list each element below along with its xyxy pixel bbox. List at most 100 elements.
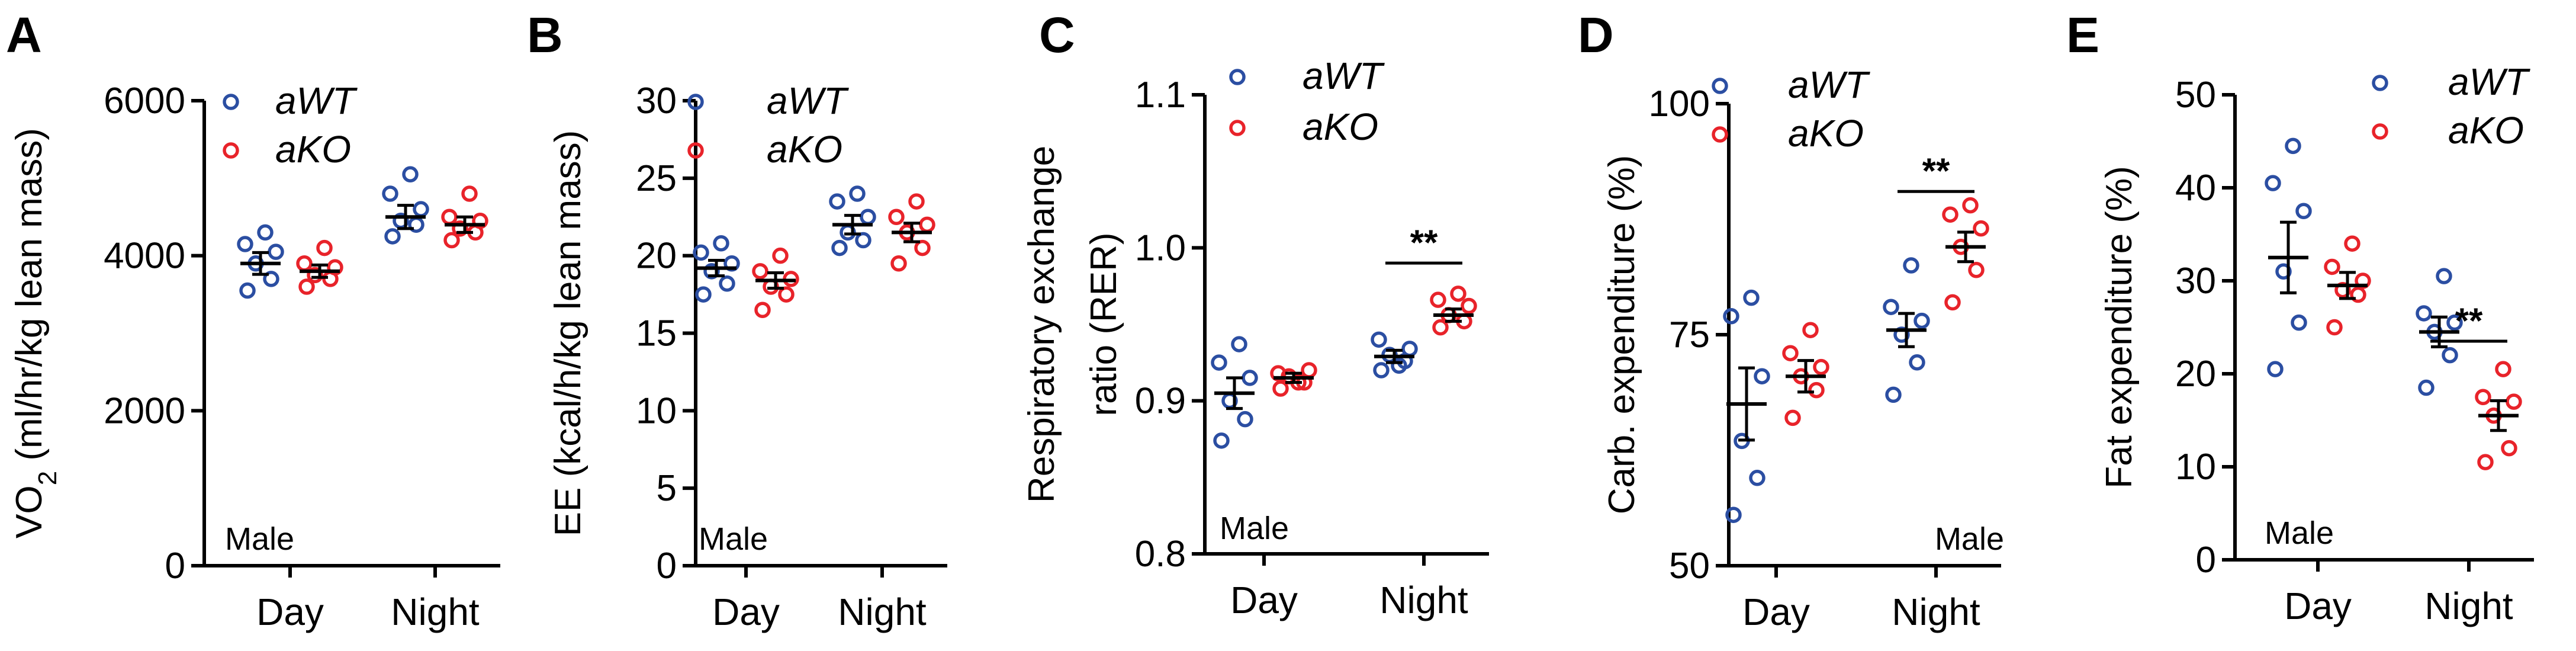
legend-wt-label: aWT: [2448, 60, 2530, 103]
legend-wt-label: aWT: [1788, 63, 1870, 106]
data-point-ko: [443, 232, 460, 249]
data-point-wt: [268, 243, 284, 260]
data-point-wt: [2265, 175, 2281, 191]
y-tick-label: 100: [1649, 84, 1710, 124]
panel-b: B 0 5 10 15 20 25 30 Day Night EE (kcal/h/kg lean …: [527, 7, 947, 633]
legend-wt-marker: [223, 94, 239, 110]
y-tick-label: 10: [636, 390, 677, 431]
data-point-wt: [257, 224, 274, 241]
y-tick-label: 25: [636, 158, 677, 199]
data-point-wt: [1237, 411, 1253, 428]
sex-label: Male: [699, 521, 768, 557]
legend-ko-label: aKO: [2448, 109, 2524, 152]
panel-letter: E: [2066, 7, 2099, 63]
data-point-wt: [849, 185, 866, 202]
data-point-ko: [1784, 409, 1801, 426]
data-point-wt: [2446, 314, 2463, 331]
panel-letter: D: [1578, 7, 1614, 63]
y-tick-label: 30: [636, 81, 677, 121]
data-point-ko: [914, 239, 931, 256]
data-point-ko: [2324, 258, 2340, 275]
x-category-label: Day: [1742, 591, 1810, 633]
significance-label: **: [1410, 223, 1438, 262]
y-axis-title-line2: ratio (RER): [1083, 232, 1124, 416]
data-point-wt: [402, 166, 419, 183]
data-point-wt: [1909, 354, 1925, 371]
data-point-wt: [413, 201, 429, 217]
y-tick-label: 0: [165, 546, 185, 586]
legend-ko-label: aKO: [767, 128, 842, 171]
data-point-wt: [1743, 289, 1760, 306]
y-tick-label: 40: [2175, 168, 2216, 209]
y-tick-label: 50: [2175, 75, 2216, 116]
data-point-wt: [855, 232, 871, 249]
data-point-ko: [461, 185, 478, 202]
data-point-ko: [1301, 362, 1317, 379]
data-point-wt: [382, 185, 398, 202]
y-tick-label: 50: [1669, 546, 1710, 586]
data-point-ko: [1270, 365, 1287, 381]
data-point-wt: [1903, 257, 1919, 274]
data-point-ko: [452, 220, 468, 237]
sex-label: Male: [1220, 511, 1289, 546]
legend-wt-label: aWT: [275, 79, 358, 122]
data-point-wt: [829, 193, 845, 210]
data-point-wt: [703, 263, 720, 280]
data-point-ko: [1968, 262, 1985, 278]
data-point-wt: [2442, 347, 2458, 364]
data-point-wt: [713, 235, 729, 252]
data-point-wt: [1913, 312, 1930, 329]
y-tick-label: 2000: [104, 390, 185, 431]
data-point-wt: [1371, 331, 1387, 348]
data-point-wt: [2291, 314, 2307, 331]
panel-letter: A: [6, 7, 42, 63]
x-category-label: Day: [1230, 579, 1298, 621]
data-point-wt: [831, 239, 848, 256]
legend-ko-marker: [1712, 126, 1728, 143]
y-tick-label: 75: [1669, 315, 1710, 355]
data-point-wt: [1883, 299, 1899, 315]
data-point-ko: [888, 209, 905, 225]
y-axis-title: EE (kcal/h/kg lean mass): [548, 130, 588, 537]
data-point-ko: [2334, 281, 2351, 299]
data-point-ko: [752, 263, 768, 280]
data-point-ko: [298, 278, 315, 295]
legend-wt-marker: [1229, 69, 1246, 85]
panel-d: D 50 75 100 Day Night Carb. expenditure (%) aWT…: [1578, 7, 2004, 633]
panel-a: A 0 2000 4000 6000 Day Night VO2 (ml/hr/kg lean…: [6, 7, 500, 633]
y-tick-label: 15: [636, 313, 677, 354]
data-point-ko: [1973, 220, 1989, 237]
y-axis-title-line1: Respiratory exchange: [1021, 146, 1062, 503]
data-point-wt: [1885, 386, 1902, 403]
x-category-label: Day: [256, 591, 324, 633]
y-axis-title: Fat expenditure (%): [2099, 166, 2140, 488]
data-point-wt: [2416, 305, 2432, 322]
data-point-ko: [316, 239, 333, 256]
data-point-ko: [919, 216, 935, 233]
data-point-wt: [1723, 308, 1739, 325]
y-tick-label: 0: [2196, 540, 2216, 581]
data-point-wt: [2418, 379, 2435, 396]
data-point-wt: [1213, 432, 1230, 449]
data-point-wt: [2295, 203, 2312, 219]
data-point-ko: [307, 267, 323, 284]
data-point-wt: [693, 244, 709, 261]
data-point-ko: [2344, 235, 2360, 252]
data-point-wt: [1754, 368, 1770, 384]
data-point-ko: [1461, 297, 1477, 315]
y-tick-label: 6000: [104, 81, 185, 121]
legend-wt-label: aWT: [767, 79, 849, 122]
data-point-ko: [908, 193, 925, 210]
data-point-ko: [2326, 319, 2343, 336]
data-point-ko: [1782, 345, 1799, 361]
data-point-ko: [1962, 197, 1979, 214]
legend-wt-marker: [1712, 78, 1728, 94]
panel-e: E 0 10 20 30 40 50 Day Night Fat expenditure (%) a…: [2066, 7, 2534, 627]
legend-ko-marker: [1229, 120, 1246, 136]
y-tick-label: 1.1: [1135, 75, 1186, 116]
data-point-wt: [2436, 268, 2452, 284]
y-tick-label: 0.9: [1135, 381, 1186, 422]
data-point-ko: [472, 213, 488, 229]
data-point-ko: [1813, 358, 1829, 376]
y-tick-label: 20: [2175, 354, 2216, 395]
